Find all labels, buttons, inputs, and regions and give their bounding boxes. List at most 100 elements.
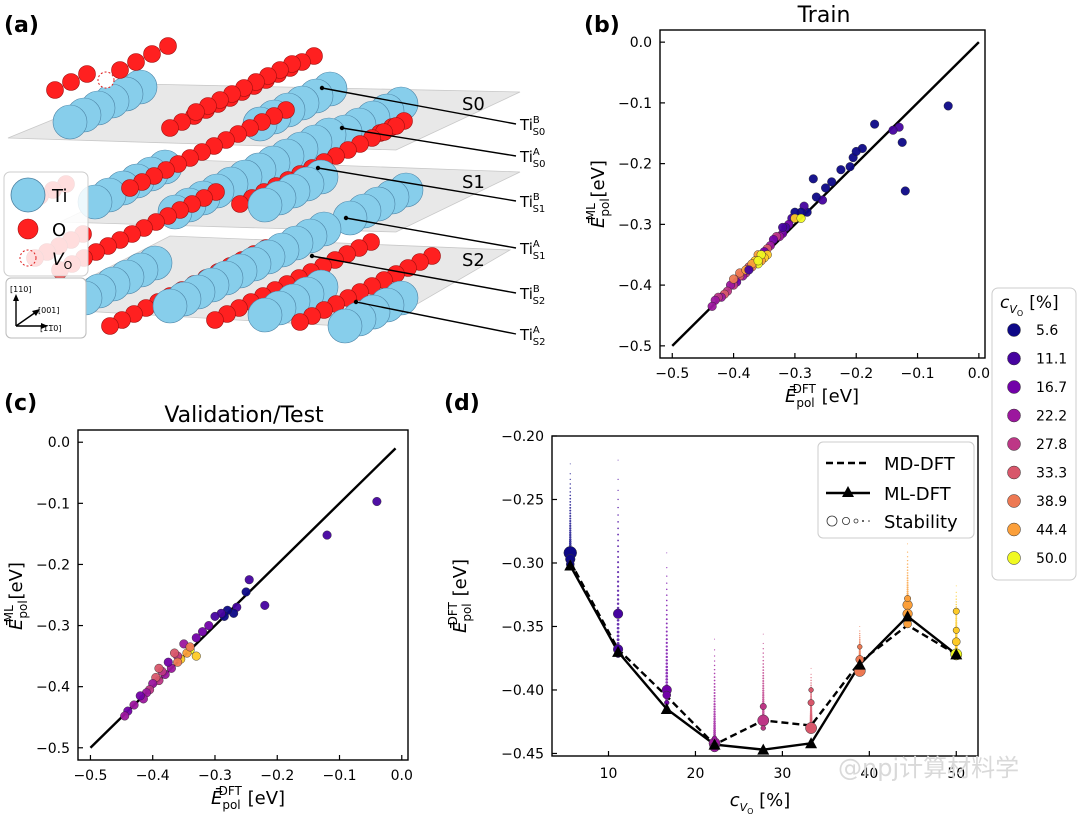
legend-stability-marker-small (853, 518, 859, 524)
stability-dot (713, 655, 716, 657)
chart-b-xlabel: ĒpolDFT [eV] (785, 382, 859, 410)
stability-dot (713, 697, 716, 700)
x-tick-label: −0.5 (655, 366, 689, 382)
stability-dot (713, 649, 716, 651)
stability-dot (569, 514, 572, 517)
stability-dot (665, 626, 668, 629)
legend-swatch-5.6 (1007, 323, 1021, 337)
panel-c-validation-parity: (c) Validation/Test −0.5 −0.4 −0.3 −0.2 −0.1… (2, 391, 413, 812)
legend-swatch-33.3 (1007, 465, 1021, 480)
legend-value-11.1: 11.1 (1036, 352, 1067, 368)
data-point (753, 256, 763, 266)
stability-circle (760, 725, 766, 731)
stability-dot (810, 684, 812, 687)
x-tick-label: −0.3 (778, 366, 812, 382)
data-point (744, 265, 754, 275)
chart-c-frame (77, 429, 409, 761)
stability-dot (665, 622, 668, 625)
stability-circle (757, 714, 770, 727)
stability-dot (666, 575, 668, 577)
site-pointer-line (311, 255, 517, 294)
legend-value-16.7: 16.7 (1036, 380, 1067, 396)
stability-dot (713, 708, 716, 711)
stability-circle (952, 607, 960, 615)
stability-circle (857, 644, 863, 650)
stability-dot (665, 645, 668, 648)
data-point (778, 222, 788, 232)
stability-dot (665, 594, 668, 596)
stability-dot (617, 478, 619, 480)
ti-atom (52, 104, 88, 140)
stability-dot (617, 533, 619, 536)
stability-dot (906, 559, 909, 562)
data-point (198, 627, 208, 637)
legend-value-27.8: 27.8 (1036, 437, 1067, 453)
stability-dot (906, 566, 909, 569)
stability-dot (906, 586, 909, 589)
stability-dot (713, 664, 716, 667)
stability-circle (662, 690, 672, 700)
panel-c-label: (c) (4, 391, 37, 416)
stability-dot (810, 679, 812, 682)
stability-dot (616, 580, 620, 583)
stability-circle (805, 722, 817, 734)
stability-dot (569, 509, 572, 512)
stability-dot (762, 666, 765, 668)
surface-label-s1: S1 (462, 172, 485, 193)
axis-1m10-label: [1̅1̅0] (40, 324, 62, 333)
stability-dot (569, 491, 572, 493)
stability-dot (665, 668, 669, 672)
stability-dot (569, 487, 572, 489)
data-point (135, 691, 145, 701)
site-pointer-line (355, 301, 517, 335)
site-pointer-line (341, 127, 517, 157)
stability-dot (665, 641, 668, 645)
stability-circle (952, 626, 960, 634)
stability-dot (713, 722, 716, 725)
o-legend-label: O (52, 220, 66, 241)
stability-dot (569, 524, 572, 528)
stability-dot (762, 687, 765, 690)
x-tick-label: −0.1 (901, 366, 935, 382)
stability-dot (665, 638, 668, 641)
stability-dot (906, 581, 909, 584)
stability-dot (616, 638, 620, 642)
x-tick-label: 50 (947, 766, 965, 782)
stability-circle (613, 608, 624, 619)
stability-dot (762, 696, 765, 699)
legend-stability-marker-dot (868, 520, 870, 522)
stability-dot (713, 686, 716, 688)
stability-dot (906, 584, 909, 587)
stability-dot (713, 724, 716, 728)
legend-swatch-11.1 (1007, 351, 1021, 366)
data-point (260, 600, 270, 610)
chart-c-title: Validation/Test (164, 403, 324, 428)
stability-dot (616, 606, 620, 610)
stability-dot (906, 579, 909, 582)
concentration-legend: cVO[%] 5.6 11.1 16.7 22.2 27.8 33.3 38.9 44.4 50… (991, 287, 1077, 581)
chart-b-plot-area (671, 41, 980, 347)
surface-label-s2: S2 (462, 250, 485, 271)
axis-001-arrow (15, 311, 37, 327)
chart-c-plot-area (89, 447, 397, 749)
stability-dot (665, 599, 668, 602)
stability-dot (616, 571, 620, 574)
stability-dot (955, 591, 957, 593)
ti-atom (247, 297, 283, 333)
stability-dot (713, 702, 716, 706)
stability-dot (617, 514, 619, 516)
stability-dot (617, 459, 619, 461)
stability-dot (666, 567, 668, 569)
data-point (244, 575, 254, 585)
stability-dot (955, 615, 958, 618)
stability-dot (762, 672, 765, 674)
stability-dot (616, 641, 620, 645)
panel-a-label: (a) (4, 13, 39, 38)
stability-dot (859, 635, 861, 637)
stability-dot (762, 648, 764, 650)
o-atom (121, 179, 139, 197)
o-atom (46, 81, 64, 99)
stability-dot (906, 588, 909, 591)
stability-dot (859, 636, 861, 639)
stability-dot (955, 621, 958, 624)
